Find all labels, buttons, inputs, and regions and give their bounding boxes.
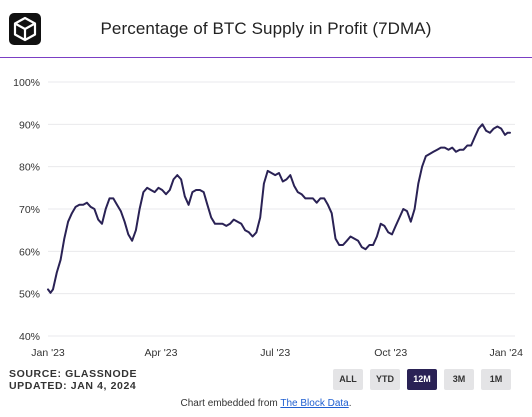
- series-line: [47, 123, 511, 294]
- range-button-1m[interactable]: 1M: [481, 369, 511, 390]
- the-block-data-link[interactable]: The Block Data: [280, 398, 349, 409]
- x-tick-label: Apr '23: [145, 347, 178, 359]
- x-tick-label: Jan '24: [489, 347, 523, 359]
- x-tick-label: Jan '23: [31, 347, 65, 359]
- range-button-ytd[interactable]: YTD: [370, 369, 400, 390]
- the-block-logo: [9, 13, 41, 45]
- y-tick-label: 50%: [19, 289, 40, 301]
- y-tick-label: 40%: [19, 331, 40, 343]
- chart-title: Percentage of BTC Supply in Profit (7DMA…: [100, 19, 432, 38]
- source-label: SOURCE: GLASSNODE: [9, 368, 138, 380]
- header-divider: [0, 57, 532, 58]
- y-tick-label: 90%: [19, 119, 40, 131]
- range-button-3m[interactable]: 3M: [444, 369, 474, 390]
- embed-credit: Chart embedded from The Block Data.: [0, 398, 532, 409]
- line-chart: 40% 50% 60% 70% 80% 90% 100% Jan '23 Apr '23 Jul …: [13, 77, 523, 359]
- x-tick-label: Jul '23: [260, 347, 290, 359]
- y-tick-label: 100%: [13, 77, 40, 89]
- y-tick-label: 70%: [19, 204, 40, 216]
- embed-prefix: Chart embedded from: [180, 398, 281, 409]
- range-button-12m[interactable]: 12M: [407, 369, 437, 390]
- updated-label: UPDATED: JAN 4, 2024: [9, 380, 137, 392]
- y-tick-label: 80%: [19, 162, 40, 174]
- y-tick-label: 60%: [19, 246, 40, 258]
- x-tick-label: Oct '23: [374, 347, 407, 359]
- range-button-all[interactable]: ALL: [333, 369, 363, 390]
- embed-suffix: .: [348, 398, 352, 409]
